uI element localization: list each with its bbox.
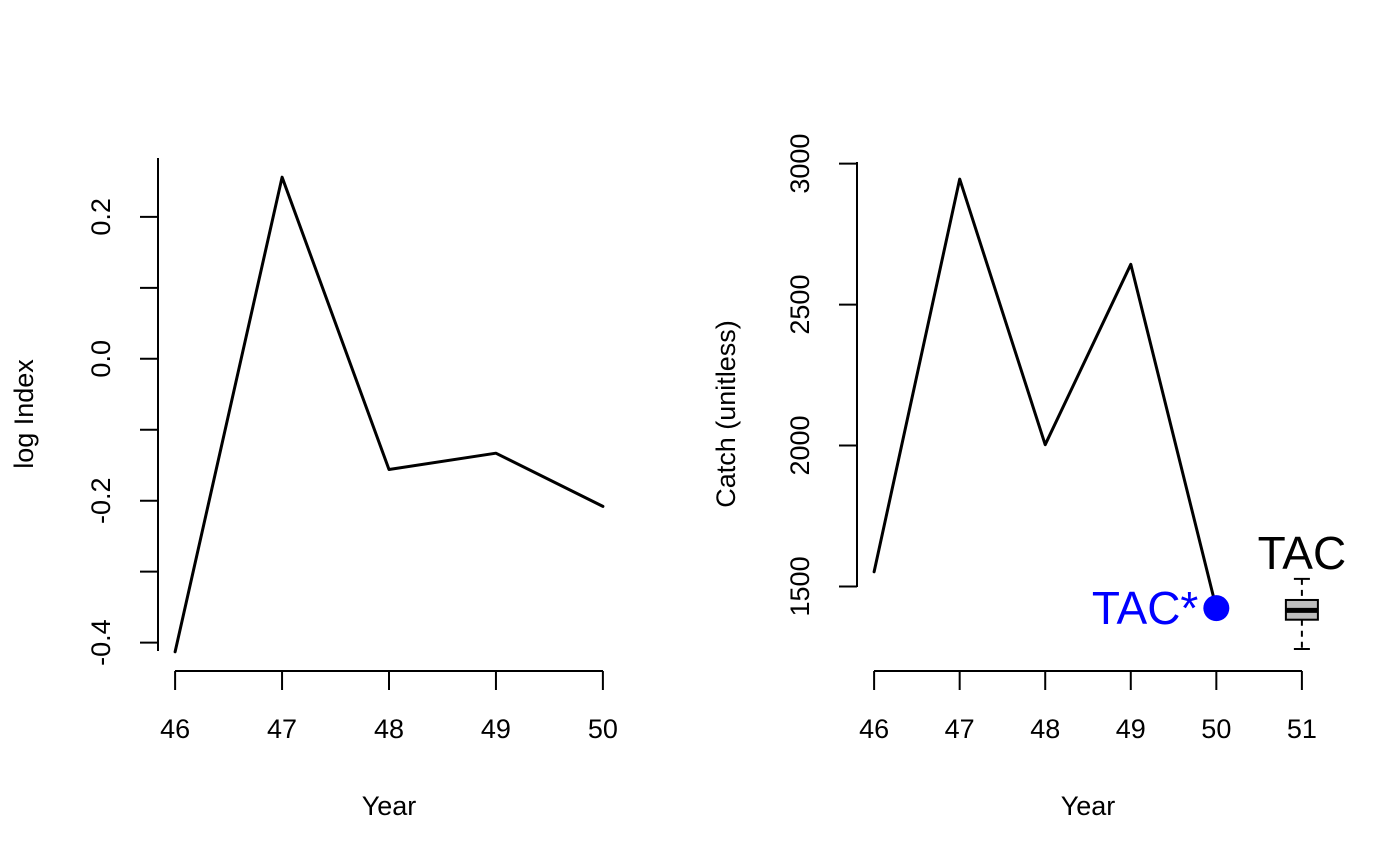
x-ticks: 46 47 48 49 50 51	[859, 671, 1317, 744]
y-tick-label: 2500	[785, 275, 815, 335]
y-axis-title: Catch (unitless)	[711, 320, 741, 508]
tac-star-point	[1203, 595, 1230, 622]
x-tick-label: 50	[1201, 714, 1231, 744]
x-tick-label: 49	[481, 714, 511, 744]
x-axis-title: Year	[362, 791, 417, 821]
catch-panel: 46 47 48 49 50 51 1500 2000 2500 3000 TAC* TAC Y…	[711, 134, 1346, 821]
x-tick-label: 47	[945, 714, 975, 744]
x-tick-label: 51	[1287, 714, 1317, 744]
y-tick-label: 1500	[785, 556, 815, 616]
y-tick-label: 0.2	[86, 198, 116, 236]
x-tick-label: 48	[374, 714, 404, 744]
x-axis-title: Year	[1061, 791, 1116, 821]
y-tick-label: 0.0	[86, 340, 116, 378]
y-tick-label: -0.4	[86, 619, 116, 666]
x-tick-label: 46	[160, 714, 190, 744]
y-ticks: 1500 2000 2500 3000	[785, 134, 857, 616]
y-tick-label: 2000	[785, 415, 815, 475]
tac-star-label: TAC*	[1092, 582, 1199, 634]
y-tick-label: 3000	[785, 134, 815, 194]
y-ticks: -0.4 -0.2 0.0 0.2	[86, 198, 158, 666]
x-ticks: 46 47 48 49 50	[160, 671, 618, 744]
x-tick-label: 49	[1116, 714, 1146, 744]
x-tick-label: 47	[267, 714, 297, 744]
y-tick-label: -0.2	[86, 477, 116, 524]
x-tick-label: 48	[1030, 714, 1060, 744]
log-index-panel: 46 47 48 49 50 -0.4 -0.2 0.0 0.2 Year log Index	[9, 158, 618, 821]
log-index-series-line	[173, 175, 605, 654]
tac-box-label: TAC	[1258, 527, 1347, 579]
x-tick-label: 50	[588, 714, 618, 744]
y-axis-title: log Index	[9, 359, 39, 469]
x-tick-label: 46	[859, 714, 889, 744]
tac-boxplot	[1284, 577, 1319, 651]
catch-series-line	[872, 177, 1218, 610]
